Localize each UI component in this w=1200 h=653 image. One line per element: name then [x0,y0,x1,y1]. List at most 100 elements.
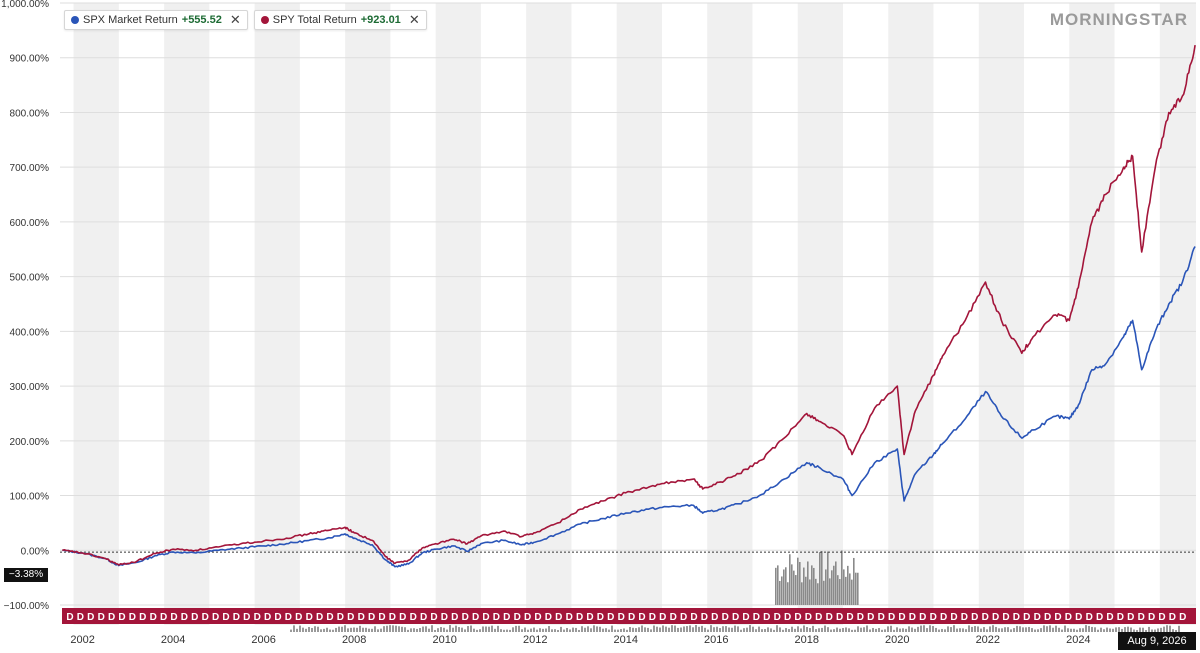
legend-value-spy: +923.01 [360,14,401,26]
volume-bar [1079,628,1081,632]
volume-bar [1151,629,1153,632]
dividend-marker: D [659,612,666,623]
year-band [164,3,210,625]
volume-bar [817,583,819,605]
dividend-marker: D [722,612,729,623]
dividend-marker: D [482,612,489,623]
volume-bar [803,625,805,632]
volume-bar [389,625,391,632]
volume-bar [629,626,631,632]
dividend-marker: D [836,612,843,623]
volume-bar [932,625,934,632]
volume-bar [1058,627,1060,632]
volume-bar [851,629,853,632]
dividend-marker: D [337,612,344,623]
volume-bar [896,627,898,632]
volume-bar [841,550,843,605]
legend-value-spx: +555.52 [181,14,222,26]
volume-bar [1169,625,1171,632]
volume-bar [1082,628,1084,632]
volume-bar [799,561,801,605]
volume-bar [929,625,931,632]
dividend-marker: D [805,612,812,623]
volume-bar [533,627,535,632]
volume-bar [923,625,925,632]
volume-bar [320,629,322,632]
volume-bar [686,626,688,632]
volume-bar [800,628,802,632]
volume-bar [671,625,673,632]
volume-bar [302,627,304,632]
volume-bar [458,627,460,632]
dividend-marker: D [1148,612,1155,623]
volume-bar [608,629,610,632]
volume-bar [596,626,598,632]
dividend-marker: D [950,612,957,623]
volume-bar [446,629,448,632]
dividend-marker: D [441,612,448,623]
year-band [345,3,391,625]
volume-bar [842,627,844,632]
volume-bar [767,627,769,632]
volume-bar [509,629,511,632]
dividend-marker: D [274,612,281,623]
volume-bar [829,578,831,605]
volume-bar [1172,629,1174,632]
legend-item-spx[interactable]: SPX Market Return +555.52 ✕ [64,10,248,30]
dividend-marker: D [389,612,396,623]
volume-bar [1115,627,1117,632]
reference-value-badge: −3.38% [4,568,48,582]
volume-bar [503,629,505,632]
dividend-marker: D [846,612,853,623]
volume-bar [716,626,718,632]
volume-bar [1025,627,1027,632]
dividend-marker: D [1179,612,1186,623]
year-band [888,3,934,625]
volume-bar [650,629,652,632]
dividend-marker: D [670,612,677,623]
volume-bar [787,582,789,605]
volume-bar [794,628,796,632]
volume-bar [731,627,733,632]
volume-bar [914,628,916,632]
volume-bar [806,627,808,632]
volume-bar [1034,629,1036,632]
volume-bar [839,628,841,632]
volume-bar [1052,627,1054,632]
dividend-marker: D [399,612,406,623]
volume-bar [815,578,817,605]
volume-bar [1136,629,1138,632]
volume-bar [743,628,745,632]
volume-bar [746,627,748,632]
volume-bar [1046,626,1048,632]
volume-bar [473,628,475,632]
volume-bar [974,626,976,632]
volume-bar [1037,629,1039,632]
volume-bar [977,626,979,632]
dividend-marker: D [139,612,146,623]
x-tick-label: 2018 [795,634,819,646]
volume-bar [801,582,803,605]
y-tick-label: 600.00% [10,218,50,229]
volume-bar [837,575,839,605]
close-icon[interactable]: ✕ [229,12,241,27]
volume-bar [494,628,496,632]
volume-bar [793,570,795,605]
dividend-marker: D [1096,612,1103,623]
dividend-marker: D [118,612,125,623]
close-icon[interactable]: ✕ [408,12,420,27]
dividend-marker: D [982,612,989,623]
volume-bar [368,628,370,632]
legend-item-spy[interactable]: SPY Total Return +923.01 ✕ [253,10,427,30]
dividend-marker: D [358,612,365,623]
volume-bar [785,567,787,605]
dividend-marker: D [878,612,885,623]
x-tick-label: 2006 [251,634,275,646]
volume-bar [311,627,313,632]
dividend-marker: D [430,612,437,623]
volume-bar [1157,628,1159,632]
volume-bar [893,629,895,632]
volume-bar [617,629,619,632]
volume-bar [404,627,406,632]
